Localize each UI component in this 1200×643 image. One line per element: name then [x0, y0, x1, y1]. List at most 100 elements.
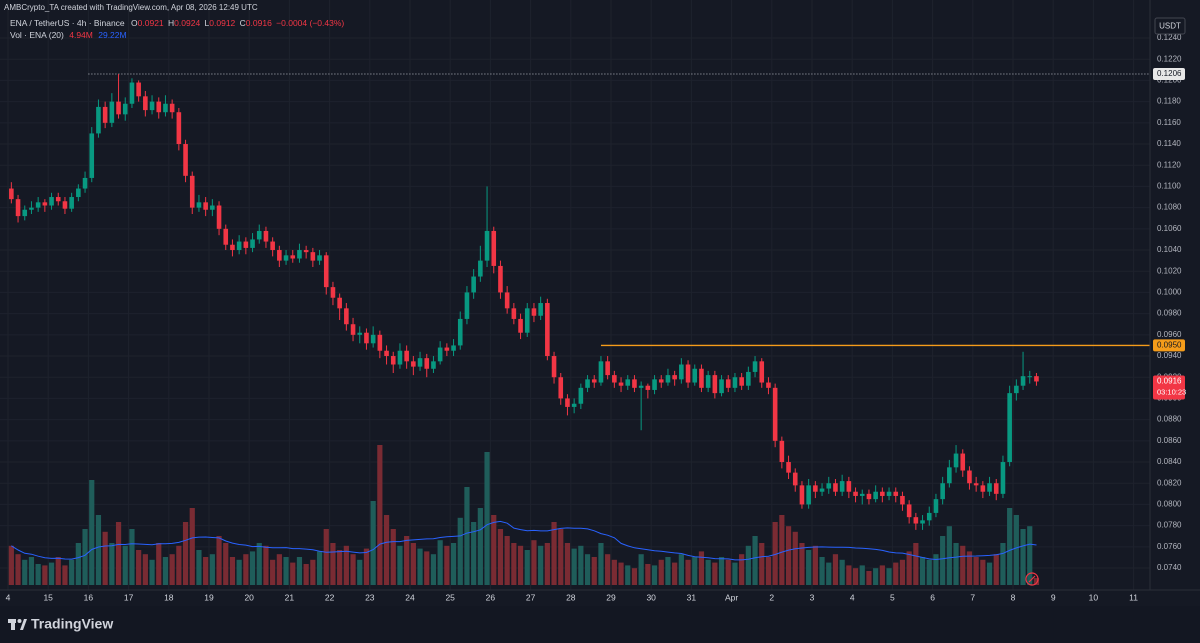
candle-body [377, 334, 383, 351]
candle-body [873, 491, 878, 500]
candle-body [638, 385, 644, 388]
volume-bar [303, 564, 309, 585]
y-tick-label: 0.0860 [1157, 436, 1182, 445]
candle-body [183, 144, 188, 176]
candle-body [22, 209, 28, 217]
y-tick-label: 0.1120 [1157, 160, 1181, 169]
candle-body [116, 101, 121, 115]
x-tick-label: 28 [566, 592, 576, 602]
volume-bar [430, 554, 437, 585]
y-tick-label: 0.0760 [1157, 542, 1182, 551]
volume-bar [605, 554, 611, 585]
volume-bar [142, 554, 148, 585]
volume-bar [15, 554, 21, 585]
candle-body [947, 467, 952, 484]
candle-body [230, 244, 235, 251]
volume-bar [631, 568, 638, 585]
low: 0.0912 [209, 18, 235, 28]
currency: USDT [1159, 22, 1181, 31]
volume-bar [893, 562, 899, 585]
logo-part [17, 619, 22, 623]
y-tick-label: 0.0780 [1157, 521, 1182, 530]
candle-body [578, 387, 584, 404]
volume-bar [223, 543, 229, 585]
volume-bar [337, 550, 343, 585]
volume-bar [35, 564, 41, 585]
candle-body [49, 197, 54, 206]
volume-bar [296, 557, 303, 585]
candle-body [290, 255, 296, 259]
volume-bar [859, 565, 865, 585]
volume-bar [270, 559, 276, 585]
volume-bar [846, 565, 852, 585]
candle-body [297, 250, 302, 259]
candle-body [679, 364, 684, 380]
candle-body [431, 361, 436, 369]
y-tick-label: 0.1020 [1157, 266, 1182, 275]
candle-body [591, 379, 597, 383]
volume-bar [919, 557, 926, 585]
candle-body [612, 375, 617, 383]
resistance-label-box [1153, 339, 1185, 352]
volume-bar [504, 536, 510, 585]
volume-bar [826, 562, 832, 585]
open: 0.0921 [138, 18, 164, 28]
candle-body [337, 297, 342, 309]
y-tick-label: 0.1100 [1157, 182, 1181, 191]
x-tick-label: 16 [84, 592, 94, 602]
volume-bar [229, 557, 236, 585]
candle-body [1014, 385, 1019, 394]
candle-body [732, 377, 738, 388]
volume-bar [645, 564, 651, 585]
volume-legend: Vol · ENA (20) 4.94M 29.22M [10, 30, 127, 40]
volume-bar [806, 550, 812, 585]
volume-ma: 29.22M [98, 30, 126, 40]
volume-bar [792, 531, 798, 585]
volume-ma-line [11, 520, 1037, 561]
candle-body [203, 202, 208, 210]
candle-body [846, 481, 852, 492]
volume-bar [564, 543, 571, 585]
x-tick-label: Apr [725, 592, 738, 602]
candle-body [464, 292, 470, 319]
candle-body [451, 345, 456, 351]
candle-body [973, 483, 979, 486]
volume-bar [571, 548, 577, 585]
volume-bar [725, 559, 731, 585]
candle-body [270, 241, 275, 251]
volume-bar [102, 531, 108, 585]
volume-bar [484, 452, 490, 585]
candle-body [853, 491, 858, 496]
candle-body [1000, 462, 1006, 494]
volume-bar [611, 559, 617, 585]
candle-body [826, 483, 832, 489]
candle-body [866, 493, 872, 500]
candle-body [699, 368, 704, 388]
volume-bar [122, 545, 128, 585]
volume-bar [538, 545, 544, 585]
x-tick-label: 21 [285, 592, 295, 602]
volume-pane [8, 445, 1040, 585]
x-tick-label: 9 [1051, 592, 1056, 602]
candle-body [357, 332, 363, 335]
candle-body [323, 255, 329, 288]
candle-body [1034, 376, 1039, 382]
candle-body [169, 103, 175, 113]
volume-bar [363, 548, 370, 585]
candle-body [55, 197, 61, 202]
volume-bar [82, 529, 88, 585]
replay-icon[interactable] [1025, 572, 1039, 586]
volume-bar [899, 559, 906, 585]
last-price-label: 0.0916 [1157, 377, 1182, 386]
change: −0.0004 (−0.43%) [276, 18, 344, 28]
volume-bar [203, 557, 209, 585]
candle-body [129, 82, 135, 104]
candle-body [62, 201, 68, 209]
y-tick-label: 0.1140 [1157, 139, 1181, 148]
candle-body [344, 308, 349, 325]
candle-body [498, 265, 503, 293]
candle-body [987, 483, 992, 492]
volume-bar [209, 554, 215, 585]
candle-body [545, 303, 550, 357]
